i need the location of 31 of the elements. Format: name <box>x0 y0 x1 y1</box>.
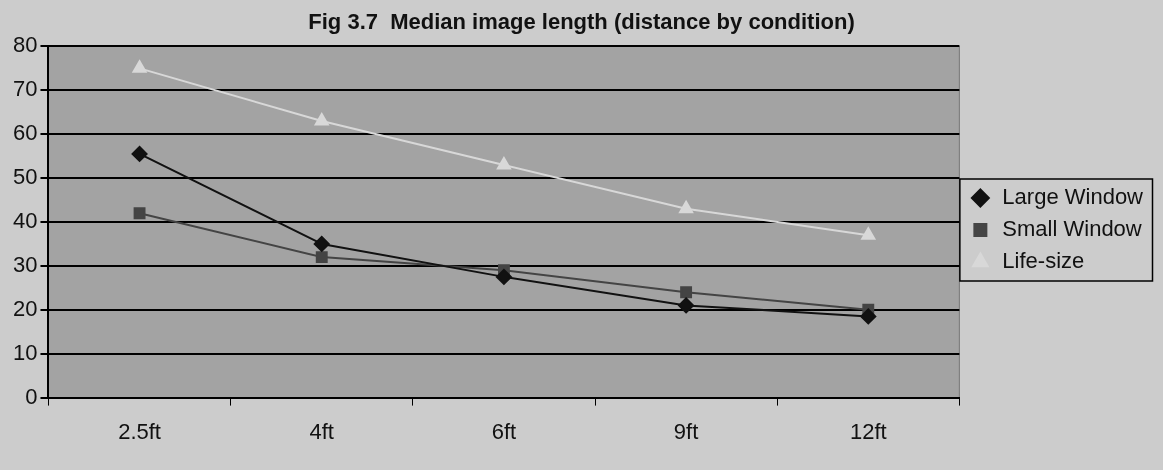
point <box>680 286 693 299</box>
y-tick-label: 70 <box>12 76 38 102</box>
point <box>315 251 328 264</box>
point <box>496 156 511 170</box>
legend-label: Life-size <box>1002 248 1085 274</box>
y-tick-label: 80 <box>12 32 38 58</box>
point <box>131 145 148 162</box>
x-tick-label: 2.5ft <box>118 418 161 444</box>
legend-label: Small Window <box>1002 216 1142 242</box>
point <box>860 308 877 325</box>
point <box>132 60 147 73</box>
point <box>861 227 876 240</box>
y-tick-label: 30 <box>12 251 38 277</box>
point <box>133 207 146 220</box>
legend-label: Large Window <box>1002 184 1144 210</box>
x-tick-label: 6ft <box>491 418 517 444</box>
point <box>679 200 694 214</box>
y-tick-label: 10 <box>12 339 38 365</box>
y-tick-label: 40 <box>12 208 38 234</box>
point <box>313 235 330 252</box>
x-tick-label: 4ft <box>309 418 334 444</box>
point <box>678 297 695 314</box>
point <box>495 268 512 285</box>
point <box>314 113 329 126</box>
x-tick-label: 9ft <box>673 418 699 444</box>
chart-title: Fig 3.7 Median image length (distance by condition) <box>308 9 855 35</box>
x-tick-label: 12ft <box>849 418 887 444</box>
y-tick-label: 0 <box>25 383 38 409</box>
y-tick-label: 60 <box>12 120 38 146</box>
y-tick-label: 20 <box>12 295 38 321</box>
y-tick-label: 50 <box>12 164 38 190</box>
